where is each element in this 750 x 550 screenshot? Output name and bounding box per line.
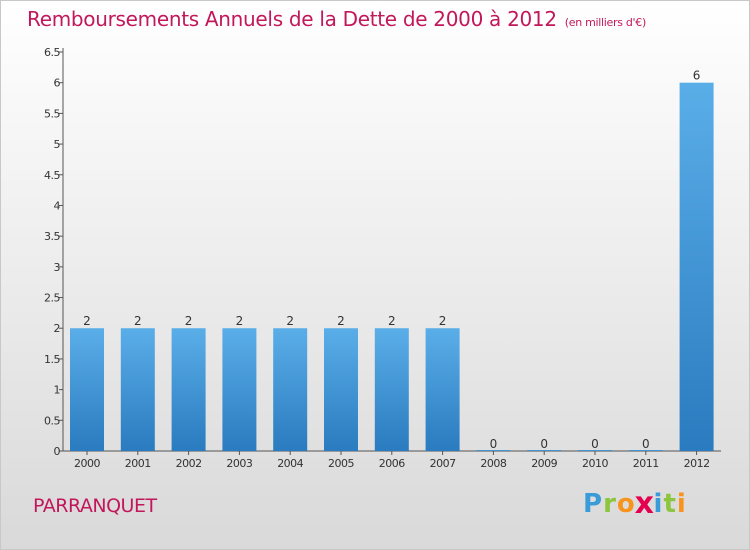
y-tick-label: 0.5 xyxy=(44,414,60,427)
x-tick-label: 2009 xyxy=(531,457,557,470)
data-label: 2 xyxy=(134,314,142,328)
data-label: 2 xyxy=(388,314,396,328)
bar xyxy=(120,328,155,451)
x-tick-label: 2005 xyxy=(328,457,354,470)
x-tick-label: 2004 xyxy=(277,457,303,470)
y-tick-label: 5.5 xyxy=(44,107,60,120)
y-tick-label: 2 xyxy=(54,322,61,335)
bar xyxy=(628,450,663,451)
x-tick-label: 2012 xyxy=(684,457,710,470)
data-label: 2 xyxy=(83,314,91,328)
bar xyxy=(222,328,257,451)
x-tick-label: 2003 xyxy=(226,457,252,470)
x-tick-label: 2011 xyxy=(633,457,659,470)
bar xyxy=(527,450,562,451)
chart-title: Remboursements Annuels de la Dette de 20… xyxy=(27,7,646,31)
data-label: 6 xyxy=(693,69,701,83)
y-tick-label: 4 xyxy=(54,199,61,212)
data-label: 0 xyxy=(642,437,650,451)
x-tick-label: 2008 xyxy=(480,457,506,470)
bar xyxy=(171,328,206,451)
bar xyxy=(273,328,308,451)
y-tick-label: 2.5 xyxy=(44,292,60,305)
commune-name: PARRANQUET xyxy=(33,495,157,517)
logo-letter: i xyxy=(676,489,687,519)
data-label: 2 xyxy=(185,314,193,328)
data-label: 0 xyxy=(490,437,498,451)
data-label: 0 xyxy=(540,437,548,451)
data-label: 0 xyxy=(591,437,599,451)
proxiti-logo: Proxiti xyxy=(583,486,687,522)
x-tick-label: 2010 xyxy=(582,457,608,470)
x-tick-label: 2006 xyxy=(379,457,405,470)
y-tick-label: 1.5 xyxy=(44,353,60,366)
x-tick-label: 2000 xyxy=(74,457,100,470)
bar xyxy=(70,328,104,451)
x-tick-label: 2002 xyxy=(176,457,202,470)
logo-letter: r xyxy=(603,489,617,519)
x-tick-label: 2007 xyxy=(430,457,456,470)
chart-axes: 0 0.5 1 1.5 2 2.5 3 3.5 4 4.5 5 5.5 6 6.5 xyxy=(44,46,721,458)
data-label: 2 xyxy=(337,314,345,328)
x-tick-label: 2001 xyxy=(125,457,151,470)
data-label: 2 xyxy=(286,314,294,328)
chart-unit-label: (en milliers d'€) xyxy=(564,16,646,29)
bar xyxy=(578,450,612,451)
bar xyxy=(679,82,714,451)
y-tick-label: 1 xyxy=(54,384,61,397)
chart-labels: 2000220012200222003220042200522006220072… xyxy=(74,69,710,470)
y-tick-label: 3 xyxy=(54,261,61,274)
chart-bars xyxy=(70,82,714,451)
y-tick-label: 6.5 xyxy=(44,46,60,59)
y-tick-label: 5 xyxy=(54,138,61,151)
logo-letter: x xyxy=(634,486,655,522)
y-tick-label: 4.5 xyxy=(44,169,60,182)
logo-letter: t xyxy=(663,489,677,519)
data-label: 2 xyxy=(439,314,447,328)
bar xyxy=(476,450,511,451)
bar xyxy=(324,328,358,451)
data-label: 2 xyxy=(236,314,244,328)
logo-letter: i xyxy=(653,489,664,519)
logo-letter: P xyxy=(583,489,604,519)
bar xyxy=(374,328,409,451)
bar xyxy=(425,328,460,451)
logo-letter: o xyxy=(616,489,636,519)
y-tick-label: 0 xyxy=(54,445,61,458)
chart-title-text: Remboursements Annuels de la Dette de 20… xyxy=(27,7,557,31)
y-tick-label: 6 xyxy=(54,77,61,90)
y-tick-label: 3.5 xyxy=(44,230,60,243)
